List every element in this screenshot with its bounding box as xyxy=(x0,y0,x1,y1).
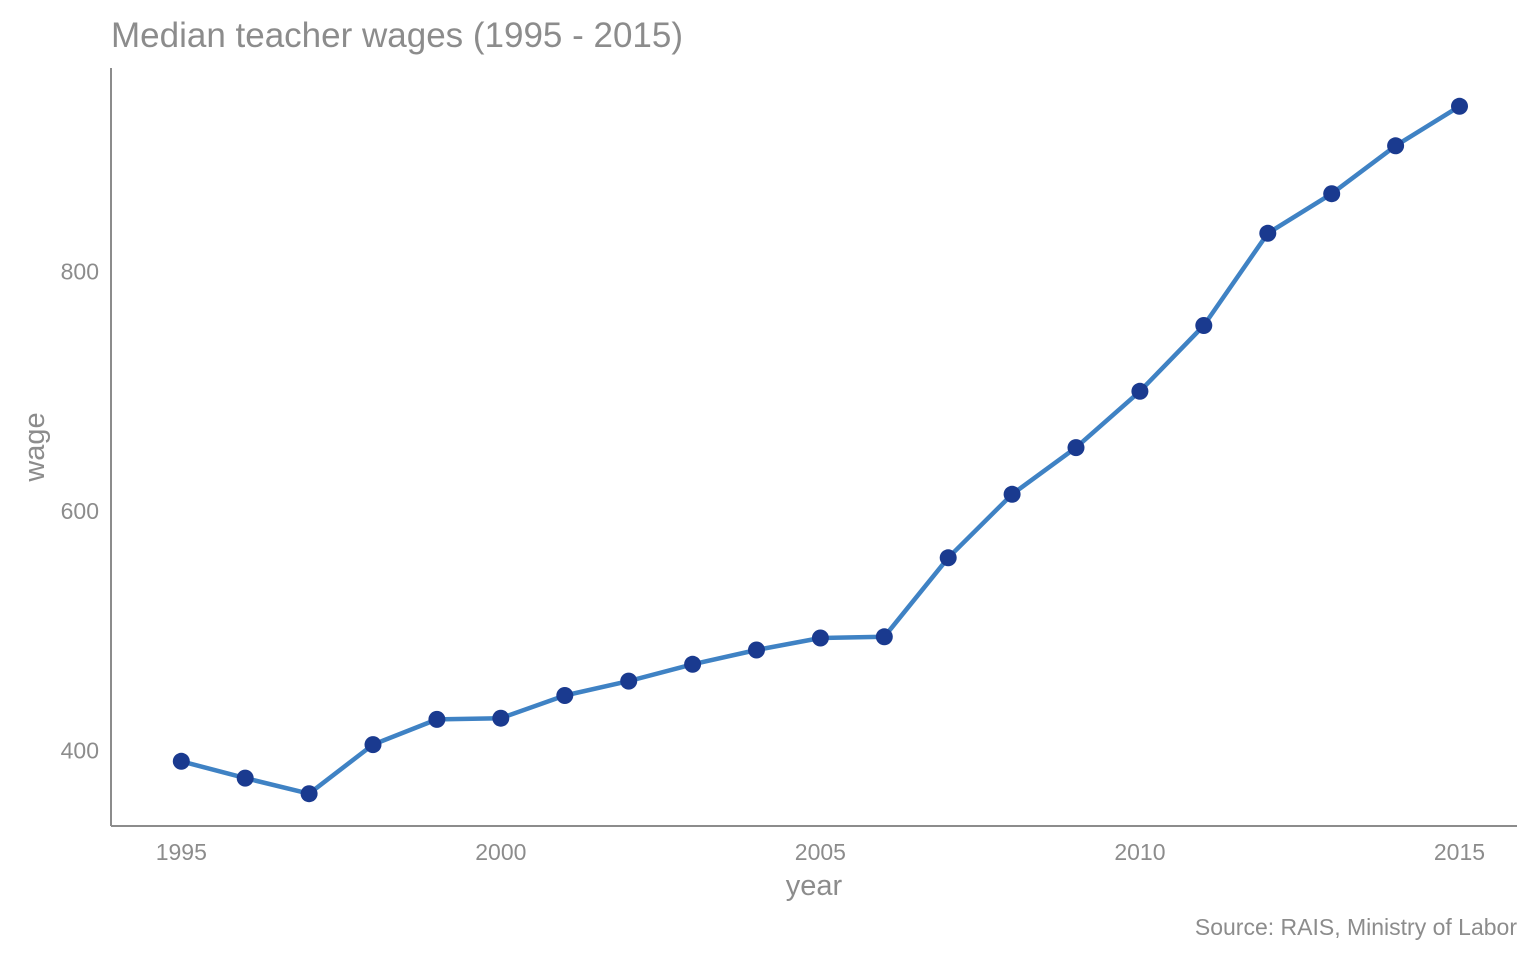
data-point xyxy=(1323,185,1341,203)
data-point xyxy=(1451,97,1468,115)
data-point xyxy=(300,785,318,803)
data-point xyxy=(1259,224,1277,242)
data-point xyxy=(811,629,829,647)
data-point xyxy=(939,549,957,567)
x-tick-label: 2005 xyxy=(795,839,846,865)
y-tick-label: 600 xyxy=(61,498,99,524)
data-point xyxy=(1387,137,1405,155)
data-point xyxy=(236,769,254,787)
data-point xyxy=(748,641,765,659)
y-tick-label: 400 xyxy=(61,738,99,764)
data-point xyxy=(428,710,446,728)
chart-title: Median teacher wages (1995 - 2015) xyxy=(111,16,683,55)
data-point xyxy=(364,736,382,754)
data-point xyxy=(172,752,190,770)
x-tick-label: 2000 xyxy=(475,839,526,865)
series-line xyxy=(179,104,1462,796)
series-layer xyxy=(172,97,1468,803)
x-tick-label: 2010 xyxy=(1114,839,1165,865)
y-tick-label: 800 xyxy=(61,259,99,285)
x-tick-label: 2015 xyxy=(1434,839,1485,865)
data-point xyxy=(1195,317,1213,334)
x-axis-title: year xyxy=(786,870,843,902)
data-point xyxy=(492,709,510,727)
y-axis-title: wage xyxy=(19,412,51,482)
source-caption: Source: RAIS, Ministry of Labor xyxy=(1195,914,1517,940)
data-point xyxy=(1003,485,1021,503)
data-point xyxy=(1067,439,1085,457)
data-point xyxy=(620,672,638,690)
data-point xyxy=(1131,382,1149,400)
axes xyxy=(110,68,1517,827)
x-tick-label: 1995 xyxy=(156,839,207,865)
data-point xyxy=(875,628,893,646)
data-point xyxy=(556,687,574,704)
x-tick-labels: 1995 2000 2005 2010 2015 xyxy=(156,839,1485,865)
y-tick-labels: 400 600 800 xyxy=(61,259,99,764)
data-point xyxy=(684,655,702,673)
